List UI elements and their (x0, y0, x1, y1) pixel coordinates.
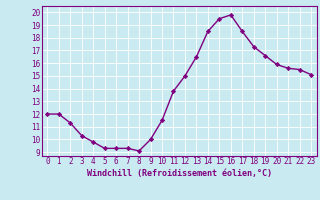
X-axis label: Windchill (Refroidissement éolien,°C): Windchill (Refroidissement éolien,°C) (87, 169, 272, 178)
